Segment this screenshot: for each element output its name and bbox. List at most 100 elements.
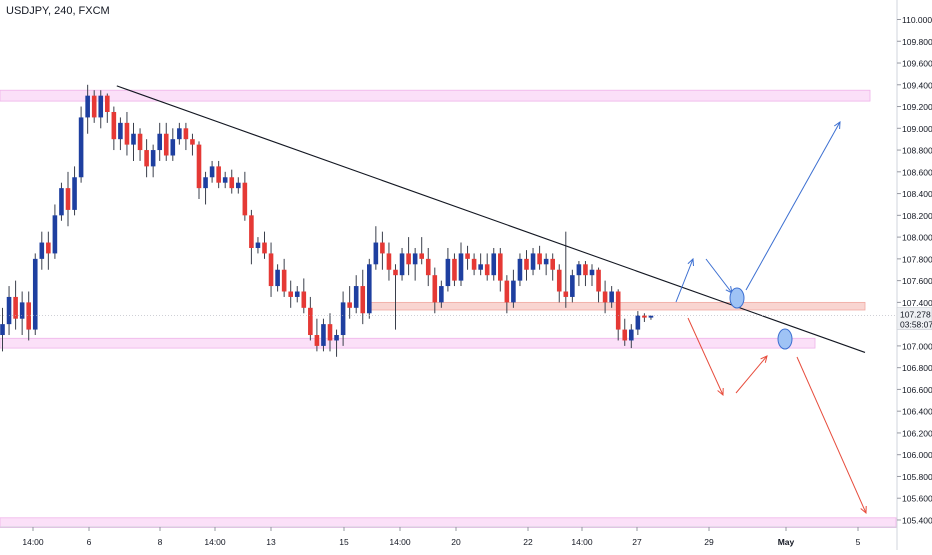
candle-bullish <box>439 286 444 303</box>
price-tick-label: 109.400 <box>902 80 932 90</box>
candle-bullish <box>517 258 523 281</box>
time-tick-label: 8 <box>158 537 163 547</box>
projection-down-retest-arrow-head <box>760 355 768 363</box>
candle-bullish <box>511 280 516 303</box>
candle-bearish <box>314 335 320 346</box>
candle-bearish <box>622 329 628 341</box>
candle-bullish <box>19 302 25 319</box>
projection-down-target-arrow-head <box>860 505 867 515</box>
candle-bullish <box>118 122 123 140</box>
candle-bullish <box>530 253 536 270</box>
price-tick-label: 109.000 <box>902 124 932 134</box>
support-zone-bottom <box>0 517 897 528</box>
candle-bearish <box>360 286 366 314</box>
candle-bullish <box>236 182 241 189</box>
candle-bearish <box>642 315 647 318</box>
candle-bearish <box>281 269 287 292</box>
candle-bullish <box>294 291 300 297</box>
candle-bearish <box>602 291 608 303</box>
drawings-layer <box>0 85 896 515</box>
price-tick-label: 108.400 <box>902 189 932 199</box>
price-tick-label: 105.400 <box>902 515 932 525</box>
candle-bullish <box>340 302 346 336</box>
price-tick-label: 108.000 <box>902 233 932 243</box>
candle-bearish <box>229 177 235 189</box>
time-tick-label: 22 <box>523 537 533 547</box>
candles-layer <box>0 84 654 357</box>
price-tick-label: 106.800 <box>902 363 932 373</box>
candle-bullish <box>609 291 614 303</box>
candle-bearish <box>46 242 51 254</box>
candle-bearish <box>327 324 333 341</box>
candle-bearish <box>484 264 490 276</box>
candle-bullish <box>52 215 58 254</box>
projection-up-target-arrow <box>745 121 841 291</box>
price-tick-label: 106.200 <box>902 428 932 438</box>
candle-bullish <box>98 95 104 118</box>
candle-bearish <box>111 111 117 140</box>
projection-up-arrow-head <box>687 257 694 267</box>
candle-bearish <box>419 253 424 259</box>
time-tick-label: 13 <box>266 537 276 547</box>
candle-bullish <box>203 177 208 189</box>
projection-down-arrow <box>687 317 724 396</box>
price-tick-label: 109.800 <box>902 37 932 47</box>
time-tick-label: 5 <box>856 537 861 547</box>
candle-bearish <box>347 302 352 308</box>
candle-bullish <box>0 324 5 336</box>
support-zone <box>0 337 816 349</box>
candle-bullish <box>32 258 38 330</box>
time-tick-label: 14:00 <box>389 537 411 547</box>
price-tick-label: 110.000 <box>902 15 932 25</box>
candle-bearish <box>393 269 398 276</box>
candle-bearish <box>216 166 221 183</box>
candle-bullish <box>222 177 228 183</box>
price-tick-label: 107.400 <box>902 298 932 308</box>
price-tick-label: 107.600 <box>902 276 932 286</box>
candle-bullish <box>373 242 379 265</box>
candle-bullish <box>177 128 182 140</box>
target-circle-breakout <box>729 287 745 309</box>
candle-bullish <box>78 117 84 178</box>
candle-bullish <box>629 329 634 341</box>
candle-bearish <box>524 258 529 270</box>
candle-bullish <box>321 324 326 346</box>
candle-bearish <box>596 269 601 292</box>
candle-bullish <box>39 242 45 259</box>
candle-bearish <box>137 133 143 151</box>
time-axis[interactable]: 14:00 6 8 14:00 13 15 14:00 20 22 14:00 27 29 May 5 <box>22 527 861 547</box>
candle-bearish <box>556 269 562 292</box>
candle-bullish <box>570 275 575 297</box>
resistance-zone-top <box>0 89 871 102</box>
time-tick-label: May <box>778 537 795 547</box>
price-tick-label: 108.200 <box>902 211 932 221</box>
candle-bearish <box>13 296 18 319</box>
projection-down-arrow-head <box>717 387 724 397</box>
price-tick-label: 108.800 <box>902 146 932 156</box>
candle-bearish <box>91 95 97 118</box>
candle-bullish <box>255 242 261 248</box>
candle-bearish <box>504 280 510 303</box>
price-tick-label: 106.400 <box>902 407 932 417</box>
time-tick-label: 29 <box>704 537 714 547</box>
candle-bearish <box>262 242 267 254</box>
candle-bullish <box>491 253 497 276</box>
candle-bullish <box>635 315 641 330</box>
projection-up-target-arrow-head <box>834 120 841 130</box>
candle-bearish <box>196 144 202 189</box>
price-tick-label: 105.800 <box>902 472 932 482</box>
target-circle-breakdown <box>777 328 793 350</box>
candle-bearish <box>452 258 457 281</box>
candle-bullish <box>157 133 162 151</box>
candle-bearish <box>190 139 195 145</box>
price-tag-countdown: 03:58:07 <box>900 320 932 330</box>
candle-bullish <box>478 264 483 270</box>
candle-bearish <box>583 264 588 276</box>
descending-trendline <box>116 85 866 353</box>
time-tick-label: 27 <box>632 537 642 547</box>
candle-bullish <box>6 296 12 325</box>
price-tick-label: 107.000 <box>902 341 932 351</box>
